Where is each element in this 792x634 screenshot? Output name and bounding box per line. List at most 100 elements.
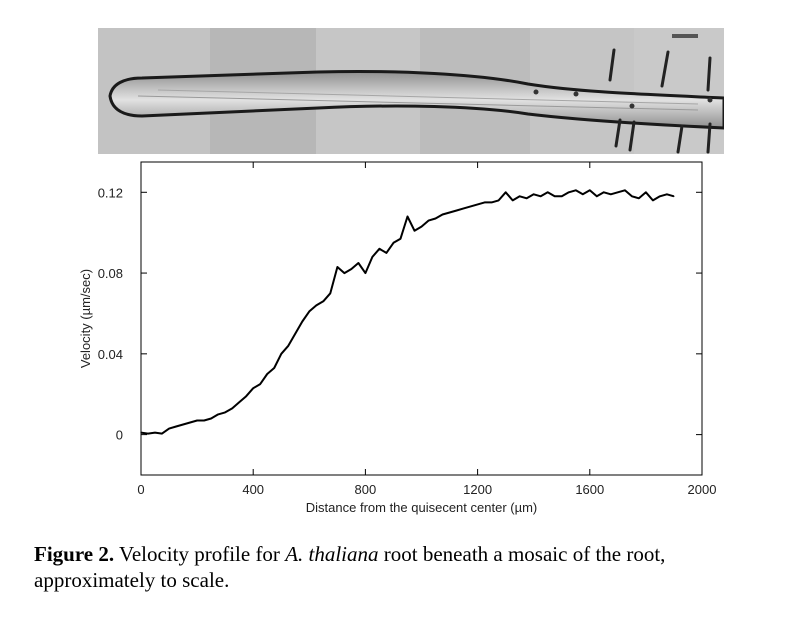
data-point xyxy=(575,189,577,191)
data-point xyxy=(491,201,493,203)
data-point xyxy=(357,262,359,264)
velocity-chart: 0 400 800 1200 1600 2000 0 0.04 0.08 0.12 Distanc… xyxy=(0,154,792,524)
data-point xyxy=(371,256,373,258)
data-point xyxy=(526,197,528,199)
root-mosaic-image xyxy=(98,28,724,154)
y-tick-label: 0 xyxy=(116,428,123,443)
data-point xyxy=(231,407,233,409)
data-point xyxy=(161,433,163,435)
data-point xyxy=(540,195,542,197)
data-point xyxy=(336,266,338,268)
root-hairs xyxy=(608,48,712,154)
data-point xyxy=(463,207,465,209)
data-point xyxy=(189,421,191,424)
data-point xyxy=(441,213,444,216)
data-point xyxy=(203,419,205,422)
data-point xyxy=(582,193,584,195)
data-point xyxy=(273,367,275,369)
data-point xyxy=(652,199,654,201)
data-point xyxy=(168,428,170,430)
series-layer xyxy=(140,189,675,435)
data-point xyxy=(434,217,437,220)
data-point xyxy=(217,413,219,415)
y-tick-label: 0.12 xyxy=(98,185,123,200)
data-point xyxy=(364,272,366,274)
data-point xyxy=(154,432,156,434)
data-point xyxy=(533,193,535,195)
data-point xyxy=(413,230,416,232)
data-point xyxy=(519,195,521,197)
figure-label: Figure 2. xyxy=(34,542,115,566)
data-point xyxy=(603,191,605,193)
data-point xyxy=(350,268,352,270)
data-point xyxy=(266,373,268,375)
x-axis-title: Distance from the quisecent center (µm) xyxy=(306,500,537,515)
data-point xyxy=(484,201,486,203)
data-point xyxy=(477,203,479,205)
data-point xyxy=(315,304,317,306)
y-axis-title: Velocity (µm/sec) xyxy=(78,269,93,368)
data-point xyxy=(420,226,423,228)
x-tick-label: 2000 xyxy=(688,482,717,497)
data-point xyxy=(456,209,458,212)
data-point xyxy=(512,199,514,201)
data-point xyxy=(406,215,409,218)
data-point xyxy=(343,272,345,274)
data-point xyxy=(659,195,661,197)
caption-part: Velocity profile for xyxy=(114,542,286,566)
data-point xyxy=(666,193,668,195)
data-point xyxy=(294,333,296,335)
data-point xyxy=(301,320,303,323)
data-point xyxy=(259,383,261,385)
data-point xyxy=(385,252,387,254)
root-texture-dots xyxy=(533,89,713,109)
data-point xyxy=(673,195,675,197)
data-point xyxy=(210,417,212,420)
data-point xyxy=(196,419,198,422)
data-point xyxy=(505,191,507,193)
data-point xyxy=(645,191,647,193)
root-outline xyxy=(108,70,724,130)
scale-bar xyxy=(672,34,698,38)
y-tick-label: 0.04 xyxy=(98,347,123,362)
chart-svg: 0 400 800 1200 1600 2000 0 0.04 0.08 0.12 Distanc… xyxy=(78,161,717,515)
data-point xyxy=(399,238,402,240)
data-point xyxy=(175,425,177,428)
data-point xyxy=(547,191,549,193)
x-tick-label: 1600 xyxy=(575,482,604,497)
data-point xyxy=(182,423,184,426)
data-point xyxy=(638,197,640,199)
data-point xyxy=(147,433,149,435)
data-point xyxy=(561,195,563,197)
data-point xyxy=(329,292,331,294)
plot-frame xyxy=(140,161,703,476)
root-mosaic-drawing xyxy=(98,28,724,154)
data-point xyxy=(322,300,324,302)
data-point xyxy=(498,199,500,201)
x-tick-label: 1200 xyxy=(463,482,492,497)
x-tick-label: 0 xyxy=(137,482,144,497)
data-point xyxy=(631,195,633,197)
caption-part: root beneath a mosaic of the root, appro… xyxy=(34,542,666,592)
data-point xyxy=(378,248,380,250)
data-point xyxy=(470,205,472,207)
data-point xyxy=(568,191,570,193)
data-point xyxy=(392,242,395,244)
caption-species: A. thaliana xyxy=(285,542,379,566)
data-point xyxy=(245,395,247,397)
data-point xyxy=(596,195,598,197)
data-point xyxy=(589,189,591,191)
data-point xyxy=(308,310,310,312)
data-point xyxy=(140,432,142,434)
data-point xyxy=(449,211,451,214)
data-point xyxy=(252,387,254,389)
data-point xyxy=(287,345,289,347)
data-point xyxy=(238,401,240,403)
data-point xyxy=(554,195,556,197)
x-tick-label: 400 xyxy=(242,482,264,497)
data-point xyxy=(624,189,626,191)
data-point xyxy=(427,220,430,222)
data-point xyxy=(610,193,612,195)
y-tick-label: 0.08 xyxy=(98,266,123,281)
figure-caption: Figure 2. Velocity profile for A. thalia… xyxy=(34,541,774,593)
